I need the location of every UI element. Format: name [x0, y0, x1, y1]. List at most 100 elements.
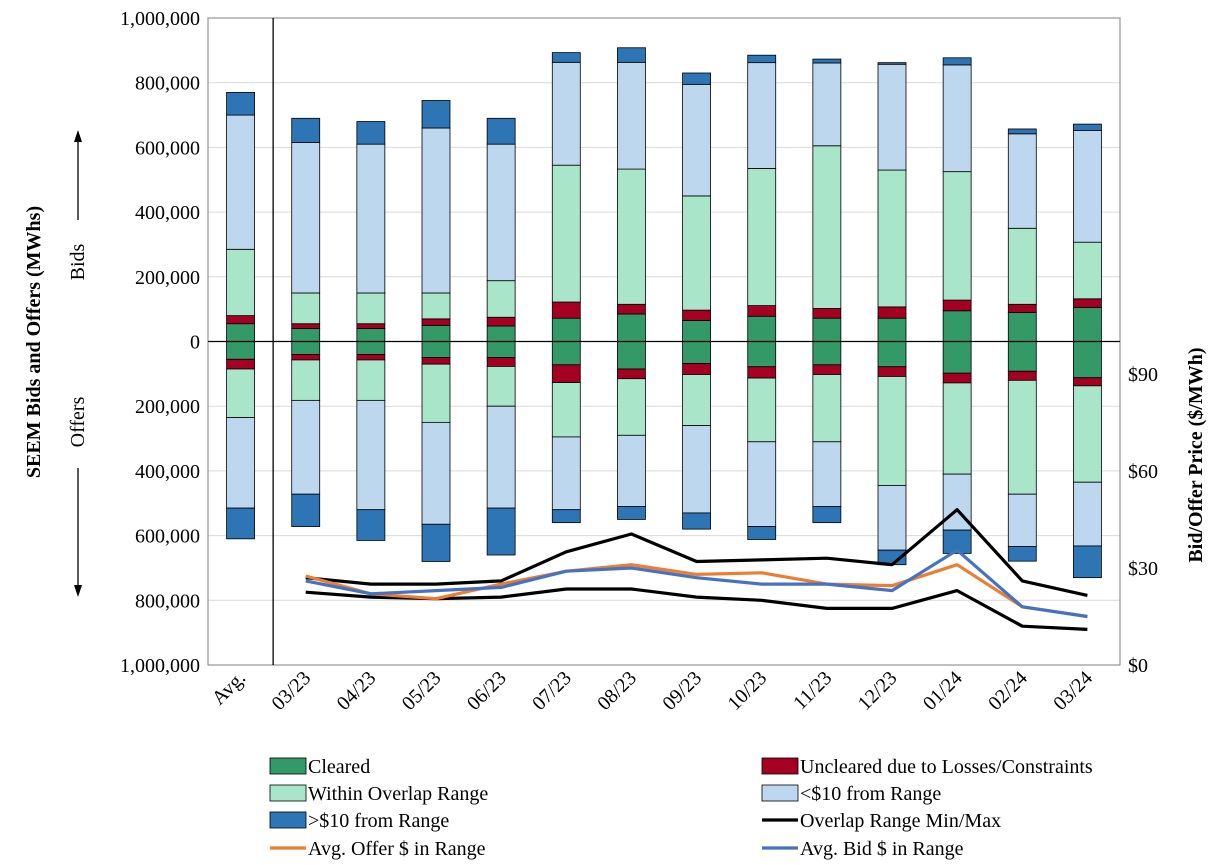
bid-bar-segment	[1007, 311, 1037, 342]
bid-bar-segment	[226, 323, 255, 342]
offer-bar-segment	[226, 507, 255, 540]
bid-bar-segment	[551, 52, 581, 63]
y-tick-label: 400,000	[135, 461, 200, 483]
y2-axis-title: Bid/Offer Price ($/MWh)	[1185, 347, 1207, 562]
bid-bar-segment	[747, 54, 777, 64]
offer-bar-segment	[1073, 481, 1102, 547]
bid-bar-segment	[291, 292, 321, 325]
offer-bar-segment	[356, 359, 386, 401]
offer-bar-segment	[877, 376, 907, 486]
bid-bar-segment	[942, 299, 972, 312]
bid-bar-segment	[551, 301, 581, 319]
price-lines	[305, 508, 1088, 631]
offer-bar-segment	[617, 506, 646, 520]
bid-bar-segment	[291, 142, 321, 294]
bid-bar-segment	[747, 168, 777, 306]
overlap-range-max-line	[305, 508, 1088, 597]
bid-bar-segment	[682, 309, 711, 321]
x-tick-label: 08/23	[593, 667, 641, 715]
offer-bar-segment	[682, 363, 711, 375]
x-tick-label: 10/23	[723, 667, 771, 715]
offer-bar-segment	[356, 399, 386, 511]
bid-bar-segment	[226, 315, 255, 325]
legend-label: Avg. Offer $ in Range	[308, 838, 486, 860]
offer-bar-segment	[942, 372, 972, 384]
bid-bar-segment	[421, 127, 451, 294]
y-tick-label: 800,000	[135, 590, 200, 612]
offer-bar-segment	[1007, 379, 1037, 495]
offer-bar-segment	[812, 441, 842, 507]
offers-arrow-head	[74, 585, 82, 597]
offer-bar-segment	[1007, 370, 1037, 381]
bids-arrow-head	[74, 130, 82, 142]
bid-bar-segment	[617, 47, 646, 63]
offer-bar-segment	[942, 529, 972, 554]
legend-swatch	[761, 757, 799, 775]
offer-bar-segment	[1007, 546, 1037, 562]
bid-bar-segment	[421, 324, 451, 342]
bid-bar-segment	[682, 320, 711, 342]
legend: Cleared Uncleared due to Losses/Constrain…	[269, 756, 1093, 860]
bid-bar-segment	[226, 248, 255, 317]
offer-bar-segment	[356, 341, 386, 355]
offer-bar-segment	[812, 374, 842, 443]
x-tick-label: Avg.	[208, 667, 250, 709]
right-axis-ticks: $0 $30 $60 $90	[1128, 364, 1158, 677]
offer-bar-segment	[291, 399, 321, 495]
y-tick-label: 800,000	[135, 73, 200, 95]
bid-bar-segment	[356, 328, 386, 342]
bids-label: Bids	[67, 243, 89, 280]
bid-bar-segment	[1073, 123, 1102, 131]
left-axis-ticks: 1,000,000 800,000 600,000 400,000 200,000 0 20…	[120, 8, 200, 677]
bid-bar-segment	[1007, 303, 1037, 313]
offer-bar-segment	[812, 341, 842, 366]
offer-bar-segment	[1073, 385, 1102, 483]
offer-bar-segment	[421, 421, 451, 525]
offer-bar-segment	[291, 354, 321, 361]
bid-bar-segment	[812, 317, 842, 342]
bid-bar-segment	[877, 317, 907, 342]
bid-bar-segment	[1007, 227, 1037, 305]
x-tick-label: 06/23	[463, 667, 511, 715]
offer-bar-segment	[747, 366, 777, 379]
x-tick-label: 07/23	[528, 667, 576, 715]
bid-bar-segment	[617, 303, 646, 315]
offer-bar-segment	[356, 509, 386, 541]
bid-bar-segment	[486, 280, 516, 318]
bid-bar-segment	[877, 63, 907, 171]
x-tick-label: 02/24	[984, 667, 1032, 715]
bid-bar-segment	[291, 323, 321, 329]
bid-bar-segment	[356, 292, 386, 325]
bid-bar-segment	[226, 92, 255, 116]
x-tick-label: 12/23	[854, 667, 902, 715]
y-tick-label: 200,000	[135, 396, 200, 418]
offer-bar-segment	[226, 358, 255, 370]
overlap-range-min-line	[305, 587, 1088, 631]
offer-bar-segment	[877, 485, 907, 551]
bid-bar-segment	[812, 62, 842, 147]
bid-bar-segment	[356, 323, 386, 329]
y-tick-label: 200,000	[135, 267, 200, 289]
bid-bar-segment	[682, 195, 711, 311]
x-tick-label: 04/23	[333, 667, 381, 715]
offer-bar-segment	[421, 523, 451, 562]
y-tick-label: 400,000	[135, 202, 200, 224]
bid-bar-segment	[1073, 298, 1102, 308]
category-axis-ticks: Avg. 03/23 04/23 05/23 06/23 07/23 08/23 09/23 1…	[208, 667, 1097, 715]
legend-swatch	[761, 784, 799, 802]
bid-bar-segment	[942, 171, 972, 301]
legend-swatch	[269, 811, 307, 829]
legend-label: >$10 from Range	[308, 810, 449, 832]
bid-bar-segment	[877, 306, 907, 319]
legend-label: Cleared	[308, 756, 370, 778]
offer-bar-segment	[486, 507, 516, 556]
offer-bar-segment	[1073, 545, 1102, 579]
bid-bar-segment	[356, 121, 386, 145]
y-axis-title: SEEM Bids and Offers (MWhs)	[23, 206, 45, 478]
offer-bar-segment	[291, 341, 321, 355]
avg-bid-line	[305, 548, 1088, 619]
offer-bar-segment	[617, 378, 646, 436]
offers-label: Offers	[67, 396, 89, 447]
bid-bar-segment	[226, 114, 255, 250]
offer-bar-segment	[551, 509, 581, 524]
